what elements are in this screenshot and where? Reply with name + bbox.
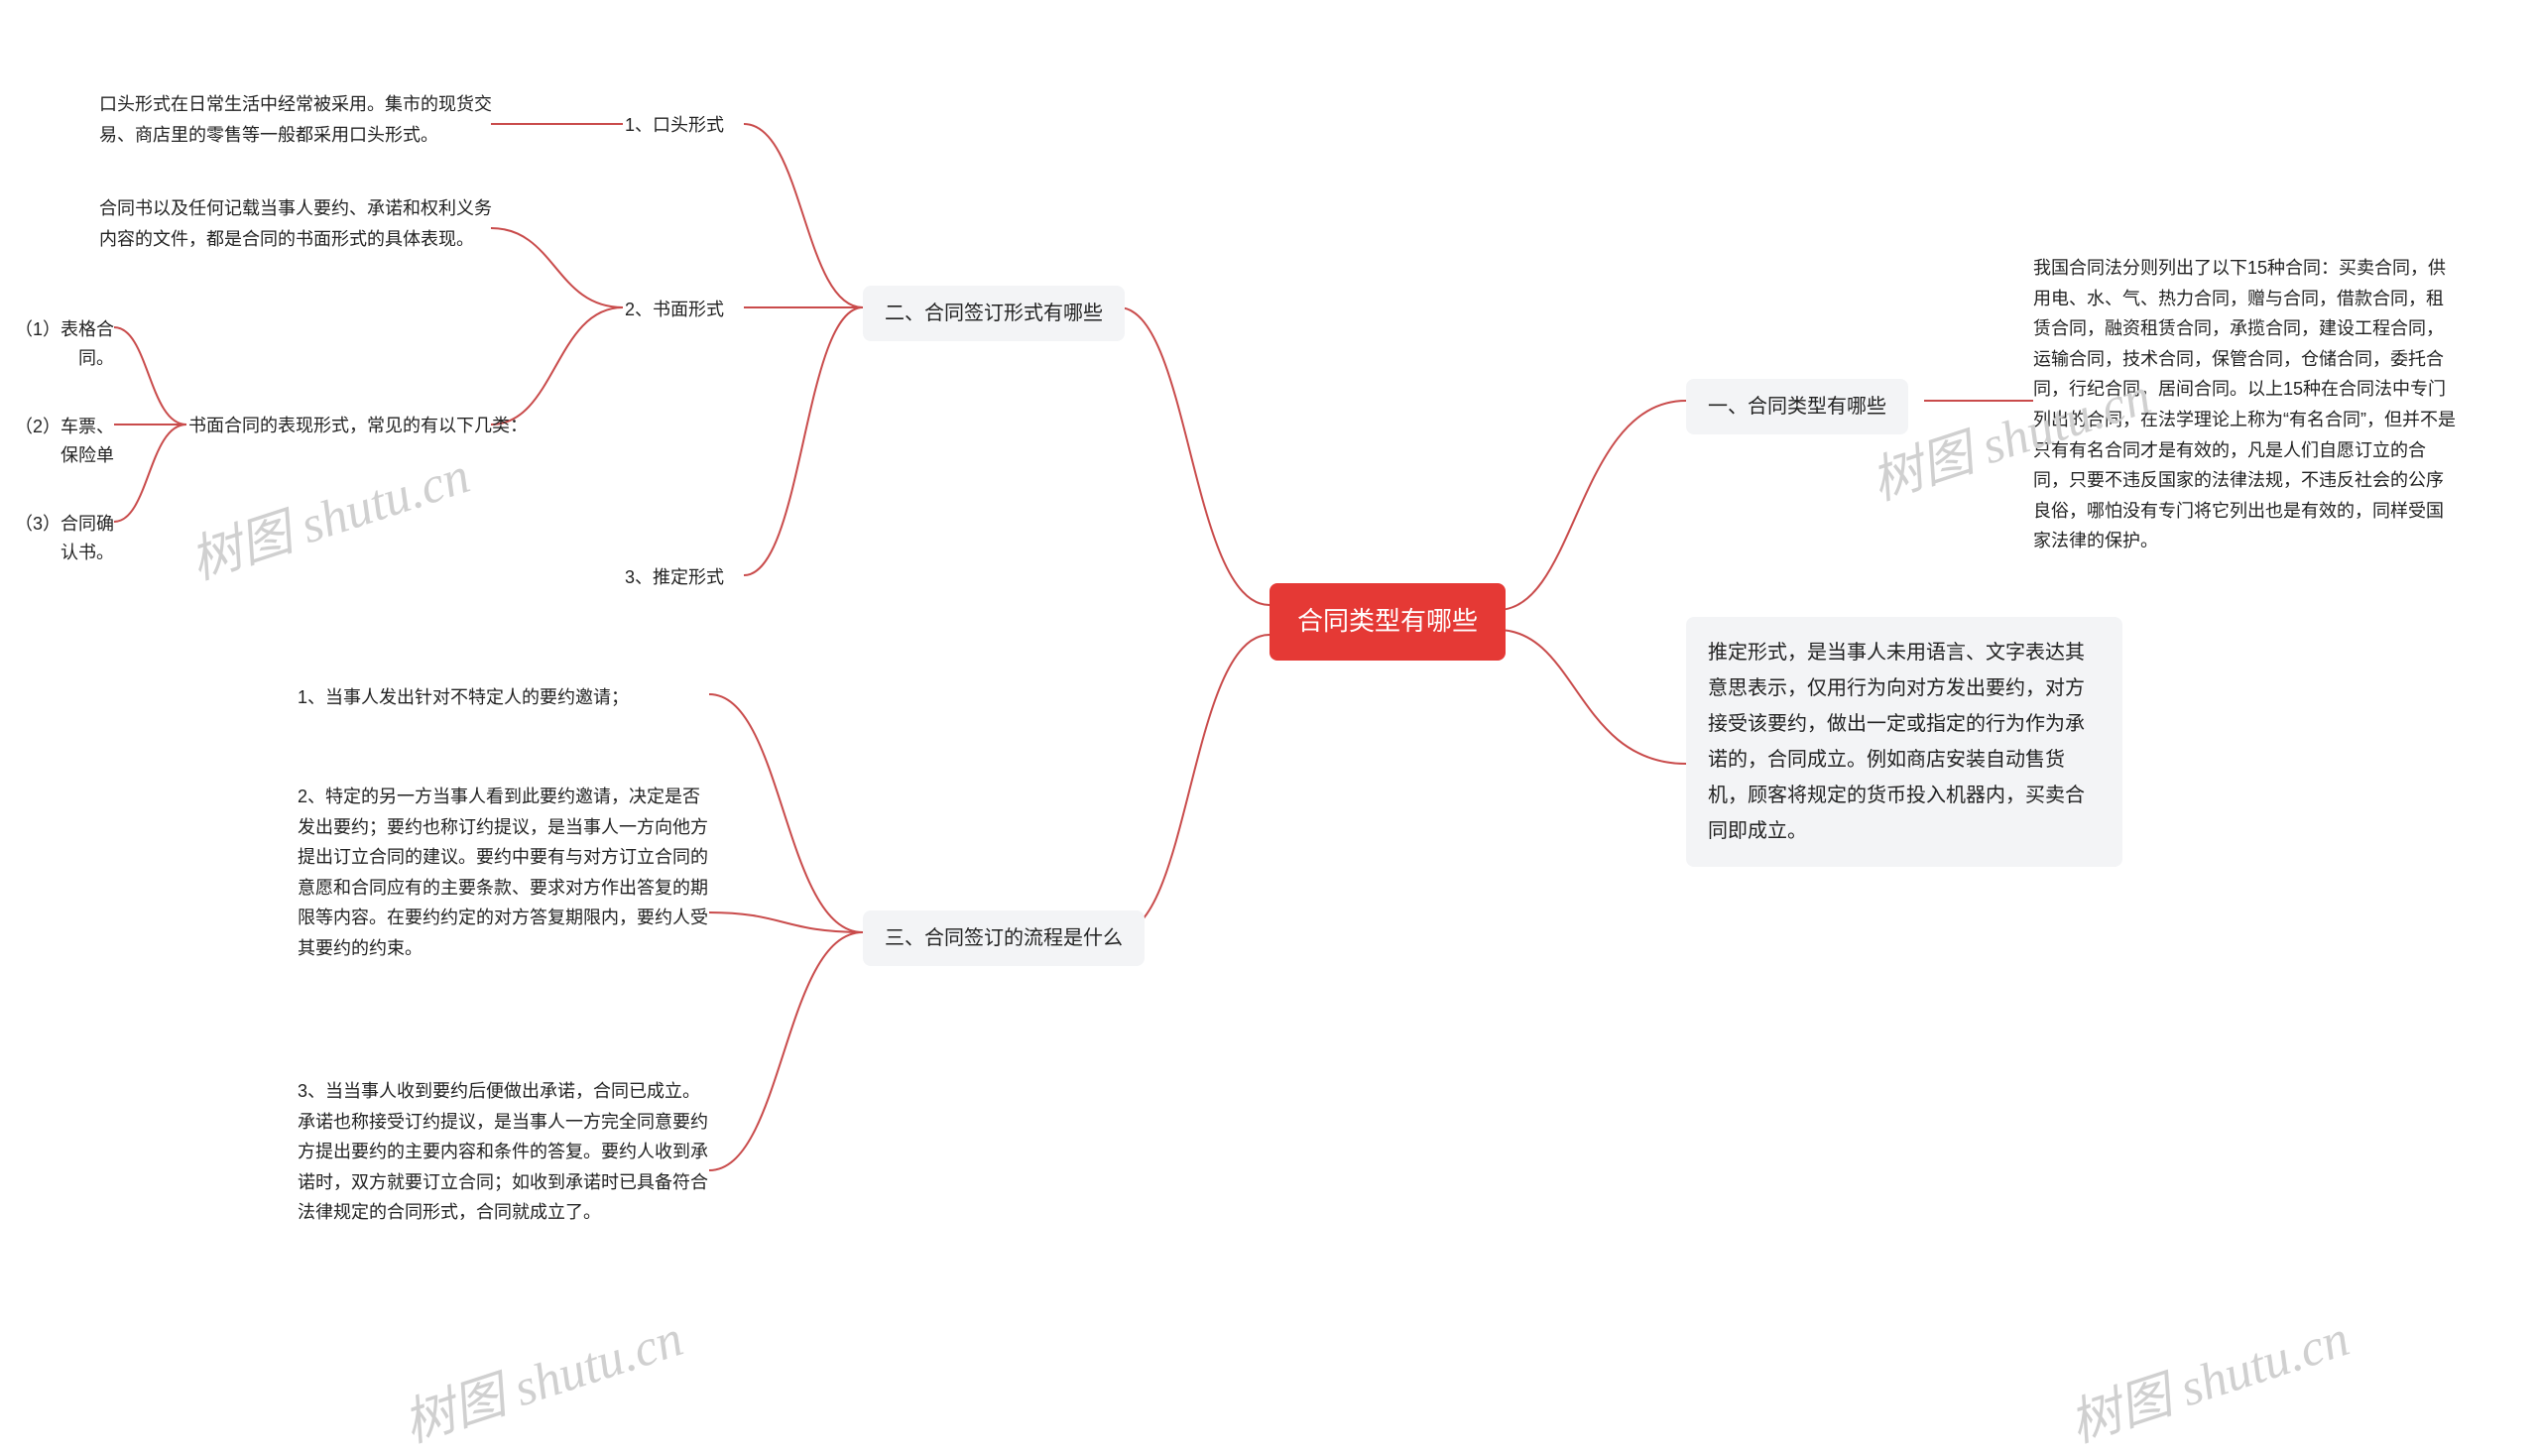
subitem-confirmation: （3）合同确认书。 (0, 510, 114, 567)
branch-contract-types[interactable]: 一、合同类型有哪些 (1686, 379, 1908, 434)
detail-contract-types: 我国合同法分则列出了以下15种合同：买卖合同，供用电、水、气、热力合同，赠与合同… (2033, 253, 2460, 556)
detail-oral-form: 口头形式在日常生活中经常被采用。集市的现货交易、商店里的零售等一般都采用口头形式… (99, 89, 496, 150)
detail-written-form: 合同书以及任何记载当事人要约、承诺和权利义务内容的文件，都是合同的书面形式的具体… (99, 193, 496, 254)
detail-inferred-form: 推定形式，是当事人未用语言、文字表达其意思表示，仅用行为向对方发出要约，对方接受… (1686, 617, 2122, 867)
process-step-1: 1、当事人发出针对不特定人的要约邀请； (298, 682, 714, 713)
branch-signing-process[interactable]: 三、合同签订的流程是什么 (863, 910, 1145, 966)
watermark: 树图 shutu.cn (393, 1296, 691, 1456)
item-inferred-form[interactable]: 3、推定形式 (625, 563, 724, 592)
process-step-3: 3、当当事人收到要约后便做出承诺，合同已成立。承诺也称接受订约提议，是当事人一方… (298, 1076, 714, 1228)
root-node[interactable]: 合同类型有哪些 (1270, 583, 1506, 661)
subitem-ticket-policy: （2）车票、保险单 (0, 413, 114, 470)
watermark: 树图 shutu.cn (180, 433, 478, 593)
branch-signing-forms[interactable]: 二、合同签订形式有哪些 (863, 286, 1125, 341)
item-written-form[interactable]: 2、书面形式 (625, 296, 724, 324)
mindmap-canvas: 合同类型有哪些 一、合同类型有哪些 我国合同法分则列出了以下15种合同：买卖合同… (0, 0, 2539, 1400)
subitem-form-contract: （1）表格合同。 (0, 315, 114, 373)
process-step-2: 2、特定的另一方当事人看到此要约邀请，决定是否发出要约；要约也称订约提议，是当事… (298, 782, 714, 964)
watermark: 树图 shutu.cn (2059, 1296, 2358, 1456)
item-written-subtypes: 书面合同的表现形式，常见的有以下几类： (188, 412, 528, 440)
item-oral-form[interactable]: 1、口头形式 (625, 111, 724, 140)
